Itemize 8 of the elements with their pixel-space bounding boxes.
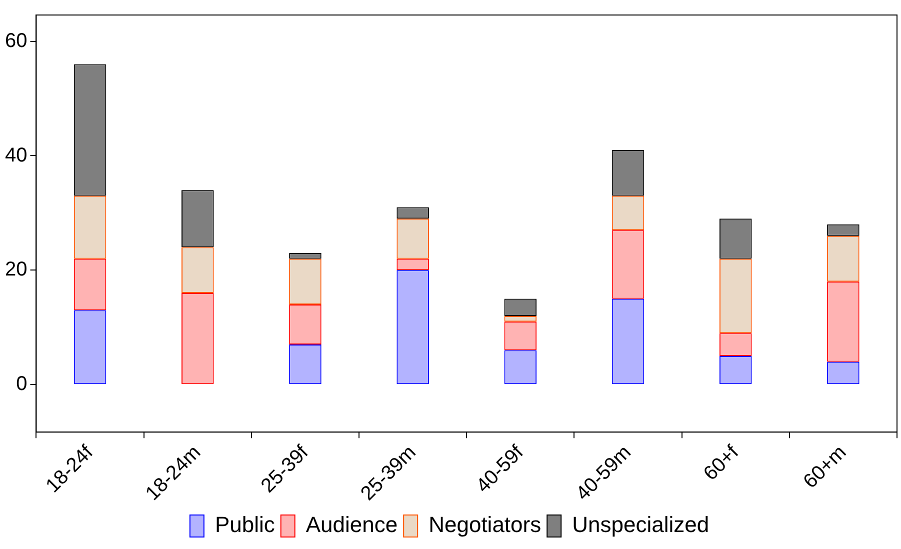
y-tick-label: 0 <box>16 373 28 396</box>
y-tick-label: 40 <box>4 144 28 166</box>
y-tick-label: 60 <box>4 30 28 52</box>
y-tick-label: 20 <box>4 258 28 281</box>
legend-label: Public <box>214 512 275 538</box>
legend-label: Negotiators <box>428 512 542 538</box>
legend-label: Unspecialized <box>572 512 710 538</box>
legend-label: Audience <box>306 512 398 538</box>
